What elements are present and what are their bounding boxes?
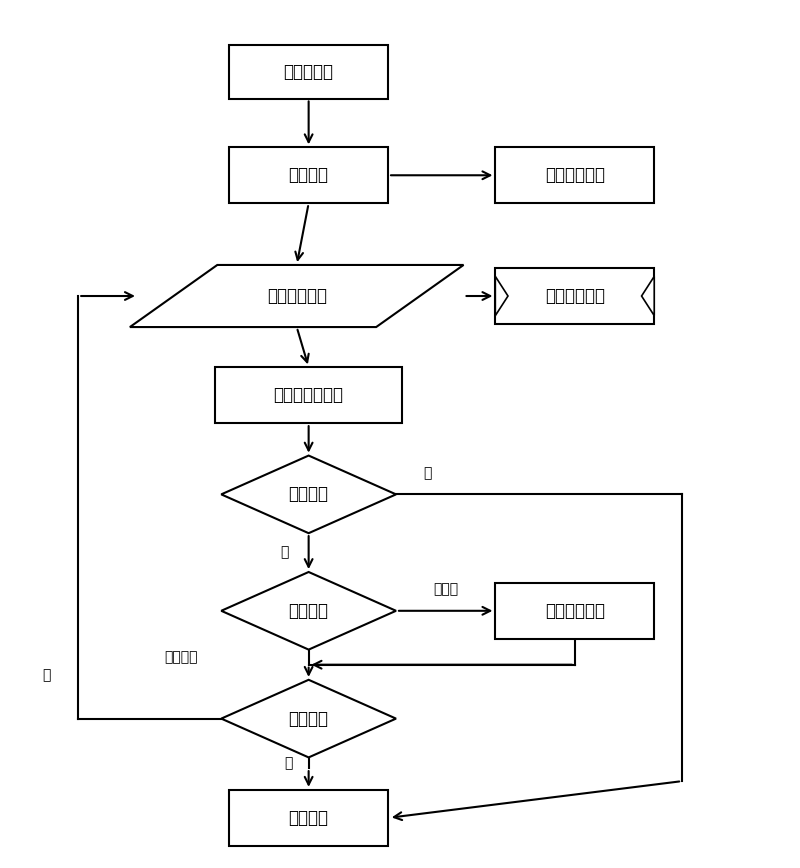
Text: 否: 否 bbox=[42, 668, 50, 682]
FancyBboxPatch shape bbox=[229, 148, 388, 203]
FancyBboxPatch shape bbox=[229, 790, 388, 845]
Polygon shape bbox=[222, 572, 396, 649]
Text: 系统停止: 系统停止 bbox=[289, 809, 329, 827]
Polygon shape bbox=[222, 680, 396, 758]
Polygon shape bbox=[130, 265, 463, 327]
Text: 是: 是 bbox=[424, 466, 432, 480]
Text: 是: 是 bbox=[285, 756, 293, 770]
Text: 否: 否 bbox=[281, 546, 289, 560]
FancyBboxPatch shape bbox=[495, 582, 654, 639]
Polygon shape bbox=[642, 276, 654, 316]
Text: 轨迹数据存储: 轨迹数据存储 bbox=[545, 287, 605, 305]
Text: 焊接规范变换: 焊接规范变换 bbox=[545, 602, 605, 620]
Text: 拐点判断: 拐点判断 bbox=[289, 602, 329, 620]
FancyBboxPatch shape bbox=[215, 367, 402, 424]
Text: 数据采集滤波: 数据采集滤波 bbox=[266, 287, 326, 305]
Text: 系统初始化: 系统初始化 bbox=[284, 62, 334, 81]
Text: 不是拐点: 不是拐点 bbox=[164, 650, 198, 664]
Polygon shape bbox=[222, 456, 396, 533]
Text: 系统启动: 系统启动 bbox=[289, 167, 329, 184]
Text: 工件工位固定: 工件工位固定 bbox=[545, 167, 605, 184]
Text: 保护限位: 保护限位 bbox=[289, 485, 329, 503]
Polygon shape bbox=[495, 276, 508, 316]
Text: 系统停止: 系统停止 bbox=[289, 710, 329, 727]
FancyBboxPatch shape bbox=[495, 148, 654, 203]
Text: 是拐点: 是拐点 bbox=[433, 582, 458, 596]
Text: 轨迹拟合、插补: 轨迹拟合、插补 bbox=[274, 386, 344, 404]
FancyBboxPatch shape bbox=[495, 268, 654, 324]
FancyBboxPatch shape bbox=[229, 45, 388, 98]
